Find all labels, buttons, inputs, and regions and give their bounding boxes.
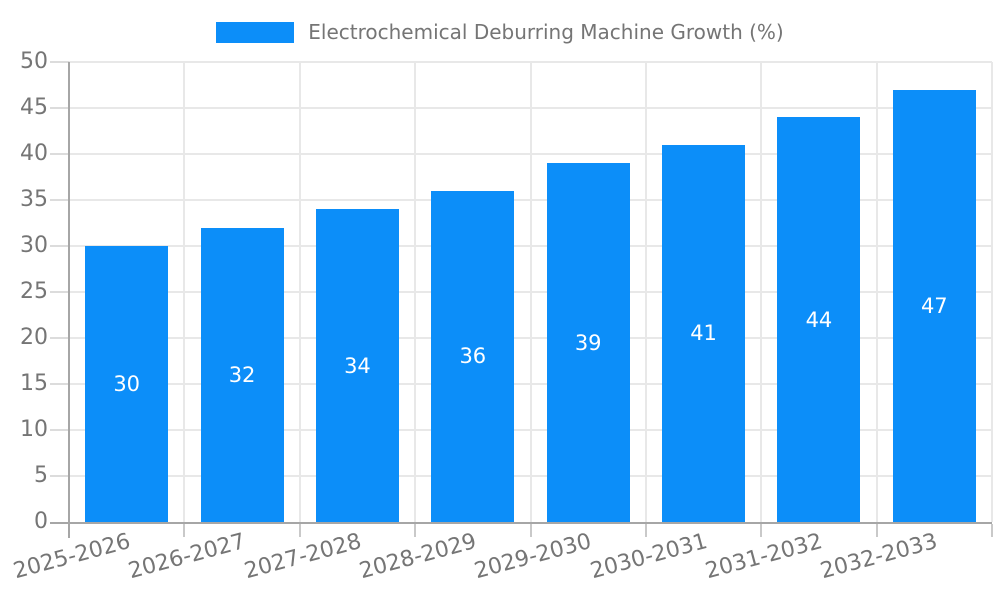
bar bbox=[431, 190, 515, 522]
y-axis-tick-label: 15 bbox=[20, 371, 48, 396]
legend-label: Electrochemical Deburring Machine Growth… bbox=[308, 20, 784, 44]
y-axis-tick-label: 40 bbox=[20, 141, 48, 166]
x-tick bbox=[183, 524, 186, 537]
y-axis-tick-label: 20 bbox=[20, 325, 48, 350]
bar bbox=[546, 163, 630, 522]
bar bbox=[85, 246, 169, 522]
x-axis-tick-label: 2028-2029 bbox=[356, 529, 480, 585]
x-axis-tick-label: 2032-2033 bbox=[818, 529, 941, 585]
x-axis-tick-label: 2031-2032 bbox=[702, 529, 826, 585]
x-axis-tick-label: 2026-2027 bbox=[125, 529, 249, 585]
y-tick bbox=[50, 429, 69, 431]
bar bbox=[315, 209, 399, 522]
x-axis-tick-label: 2030-2031 bbox=[587, 529, 710, 585]
bar-value-label: 32 bbox=[228, 362, 256, 387]
y-tick bbox=[50, 383, 69, 385]
bar-value-label: 44 bbox=[805, 307, 833, 332]
y-tick bbox=[50, 107, 69, 109]
y-tick bbox=[50, 245, 69, 247]
x-gridline bbox=[298, 62, 301, 522]
x-gridline bbox=[414, 62, 417, 522]
x-gridline bbox=[991, 62, 993, 522]
x-axis-tick-label: 2029-2030 bbox=[472, 529, 595, 585]
y-tick bbox=[50, 61, 69, 63]
x-tick bbox=[644, 524, 647, 537]
y-tick bbox=[50, 291, 69, 293]
bar bbox=[777, 117, 861, 522]
y-tick bbox=[50, 337, 69, 339]
y-axis-tick-label: 45 bbox=[20, 95, 48, 120]
x-tick bbox=[875, 524, 878, 537]
bar bbox=[892, 89, 976, 522]
x-gridline bbox=[760, 62, 763, 522]
bar-value-label: 41 bbox=[690, 321, 717, 346]
x-gridline bbox=[875, 62, 878, 522]
y-tick bbox=[50, 199, 69, 201]
x-tick bbox=[991, 524, 993, 537]
x-axis-tick-label: 2027-2028 bbox=[241, 529, 364, 585]
x-tick bbox=[529, 524, 532, 537]
y-axis-tick-label: 35 bbox=[20, 187, 48, 212]
legend-swatch bbox=[216, 21, 295, 43]
y-tick bbox=[50, 153, 69, 155]
bar-value-label: 39 bbox=[574, 330, 602, 355]
y-axis-tick-label: 0 bbox=[34, 509, 48, 534]
x-tick bbox=[298, 524, 301, 537]
bar bbox=[200, 227, 284, 522]
y-axis-line bbox=[68, 62, 70, 538]
y-axis-tick-label: 25 bbox=[20, 279, 48, 304]
x-tick bbox=[760, 524, 763, 537]
y-axis-tick-label: 50 bbox=[20, 49, 48, 74]
y-tick bbox=[50, 475, 69, 477]
bar bbox=[662, 144, 746, 522]
bar-value-label: 47 bbox=[920, 293, 948, 318]
x-gridline bbox=[529, 62, 532, 522]
x-gridline bbox=[644, 62, 647, 522]
bar-value-label: 34 bbox=[344, 353, 371, 378]
legend: Electrochemical Deburring Machine Growth… bbox=[0, 20, 1000, 44]
y-axis-tick-label: 5 bbox=[34, 463, 48, 488]
bar-value-label: 30 bbox=[113, 372, 141, 396]
bar-value-label: 36 bbox=[459, 344, 487, 369]
x-gridline bbox=[183, 62, 186, 522]
x-tick bbox=[414, 524, 417, 537]
x-axis-line bbox=[50, 522, 992, 524]
y-axis-tick-label: 10 bbox=[20, 417, 48, 442]
x-axis-tick-label: 2025-2026 bbox=[10, 529, 133, 585]
y-axis-tick-label: 30 bbox=[20, 233, 48, 258]
